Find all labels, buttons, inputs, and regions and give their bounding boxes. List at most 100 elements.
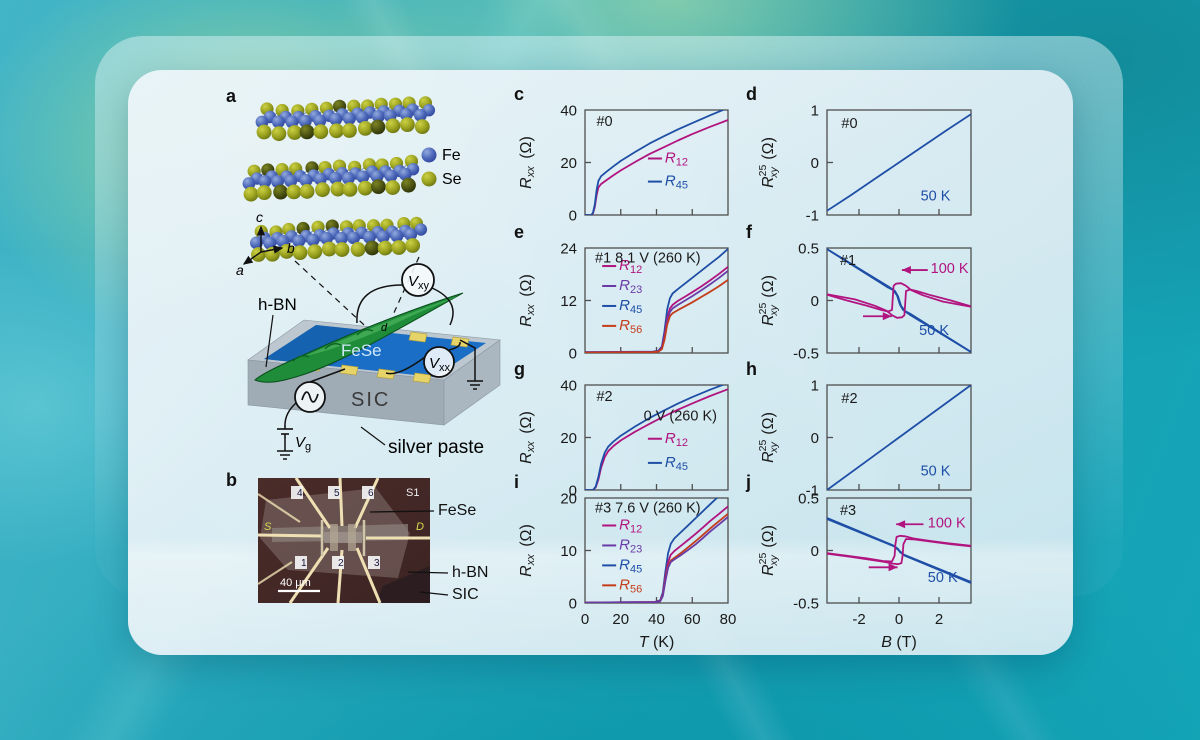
y-tick-label: 10: [560, 543, 577, 560]
legend-label: R23: [619, 536, 642, 555]
annotation-text: #2: [841, 391, 857, 407]
hall-bar-pattern: [320, 520, 366, 556]
silver-paste-leader: [360, 426, 386, 446]
chart-h: -1 0 1 R25xy (Ω) #2 50 K: [757, 378, 972, 500]
contact-3-label: 3: [374, 558, 380, 569]
legend-label: R56: [619, 317, 642, 336]
fese-label: FeSe: [341, 341, 382, 360]
chart-c: 0 20 40 Rxx (Ω) R12 R45 #0: [518, 103, 729, 225]
svg-text:Vxy: Vxy: [408, 273, 430, 292]
panel-letter-c: c: [514, 84, 525, 104]
y-tick-label: -1: [806, 208, 819, 225]
sic-region: [376, 566, 430, 603]
y-axis-label: R25xy (Ω): [757, 412, 780, 463]
series-100K-up: [827, 288, 971, 319]
series-R56: [585, 279, 728, 353]
chart-d: -1 0 1 R25xy (Ω) #0 50 K: [757, 103, 972, 225]
projection-dashes: [294, 256, 420, 336]
series-50K-up: [827, 248, 971, 353]
panel-letter-i: i: [514, 472, 520, 492]
annotation-text: #2: [596, 389, 612, 405]
x-axis-label: B (T): [881, 634, 917, 651]
y-axis-label: R25xy (Ω): [757, 525, 780, 576]
svg-text:Rxx (Ω): Rxx (Ω): [518, 411, 537, 464]
sample-id-label: S1: [406, 487, 419, 499]
gate-battery-icon: [277, 425, 293, 438]
annotation-text: 100 K: [931, 261, 969, 277]
drain-label: D: [416, 521, 424, 533]
source-label: S: [264, 521, 272, 533]
y-tick-label: 1: [811, 378, 819, 395]
y-tick-label: 40: [560, 103, 577, 120]
y-axis-label: Rxx (Ω): [518, 136, 537, 189]
series-Rxy-50K: [827, 385, 971, 490]
y-tick-label: -1: [806, 483, 819, 500]
circuit-wires: [284, 284, 476, 451]
legend-label: R23: [619, 277, 642, 296]
y-tick-label: 40: [560, 378, 577, 395]
legend-label: R56: [619, 576, 642, 595]
annotation-text: #1: [840, 253, 856, 269]
ground-icons: [277, 380, 483, 460]
annotation-text: #3: [840, 503, 856, 519]
y-tick-label: 0: [811, 543, 819, 560]
series-Rxy-50K: [827, 113, 971, 212]
legend-label: R45: [619, 297, 642, 316]
se-legend-label: Se: [442, 171, 462, 188]
contact-2-label: 2: [338, 558, 344, 569]
panel-letter-j: j: [746, 472, 752, 492]
annotation-text: 0 V (260 K): [644, 409, 717, 425]
annotation-text: 50 K: [928, 570, 958, 586]
y-tick-label: 0.5: [798, 491, 819, 508]
sweep-arrowhead: [896, 520, 906, 529]
micrograph-sic-annotation: SIC: [452, 586, 479, 603]
se-legend-dot: [421, 171, 437, 187]
svg-text:R25xy (Ω): R25xy (Ω): [757, 525, 780, 576]
hbn-flake: [254, 292, 464, 383]
sweep-arrowhead: [901, 266, 911, 275]
series-R12: [585, 119, 728, 215]
svg-text:Vxx: Vxx: [429, 355, 451, 374]
fe-legend-dot: [421, 147, 437, 163]
y-tick-label: 0: [569, 346, 577, 363]
chart-f: -0.5 0 0.5 R25xy (Ω) #1 100 K 50 K: [757, 241, 972, 363]
y-axis-label: R25xy (Ω): [757, 137, 780, 188]
scale-bar-label: 40 μm: [280, 577, 311, 589]
hbn-label: h-BN: [258, 295, 297, 314]
x-tick-label: 2: [935, 611, 943, 628]
svg-text:R25xy (Ω): R25xy (Ω): [757, 275, 780, 326]
x-tick-label: 0: [581, 611, 589, 628]
series-R12: [585, 266, 728, 353]
chart-j: -0.5 0 0.5 -2 0 2 B (T) R25xy (Ω) #3 100 K 50 K: [757, 491, 972, 651]
contact-6-label: 6: [368, 488, 374, 499]
svg-text:R25xy (Ω): R25xy (Ω): [757, 412, 780, 463]
annotation-text: 50 K: [921, 463, 951, 479]
y-tick-label: 12: [560, 293, 577, 310]
x-tick-label: 80: [720, 611, 737, 628]
legend-label: R45: [665, 454, 688, 473]
device-micrograph: 4 5 6 1 2 3 S1 S D 40 μm: [257, 477, 449, 604]
contact-4-label: 4: [297, 488, 303, 499]
y-tick-label: 0: [569, 596, 577, 613]
y-axis-label: R25xy (Ω): [757, 275, 780, 326]
series-50K-up: [827, 518, 971, 583]
series-R45: [585, 110, 726, 215]
y-axis-label: Rxx (Ω): [518, 274, 537, 327]
annotation-text: #1 8.1 V (260 K): [595, 251, 701, 267]
series-100K-up: [827, 538, 971, 566]
panel-letter-e: e: [514, 222, 525, 242]
x-tick-label: 40: [648, 611, 665, 628]
crystal-structure-illustration: Fe Se c b a: [236, 96, 462, 278]
y-tick-label: 0: [811, 155, 819, 172]
chart-g: 0 20 40 Rxx (Ω) R12 R45 #2 0 V (260 K): [518, 378, 729, 500]
annotation-text: #0: [596, 114, 612, 130]
y-tick-label: -0.5: [793, 596, 819, 613]
annotation-text: 100 K: [928, 515, 966, 531]
contact-1-label: 1: [301, 558, 307, 569]
panel-letter-b: b: [226, 470, 237, 490]
axis-c-label: c: [256, 209, 263, 225]
y-tick-label: 1: [811, 103, 819, 120]
legend-label: R12: [665, 150, 688, 169]
micrograph-fese-annotation: FeSe: [438, 502, 477, 519]
